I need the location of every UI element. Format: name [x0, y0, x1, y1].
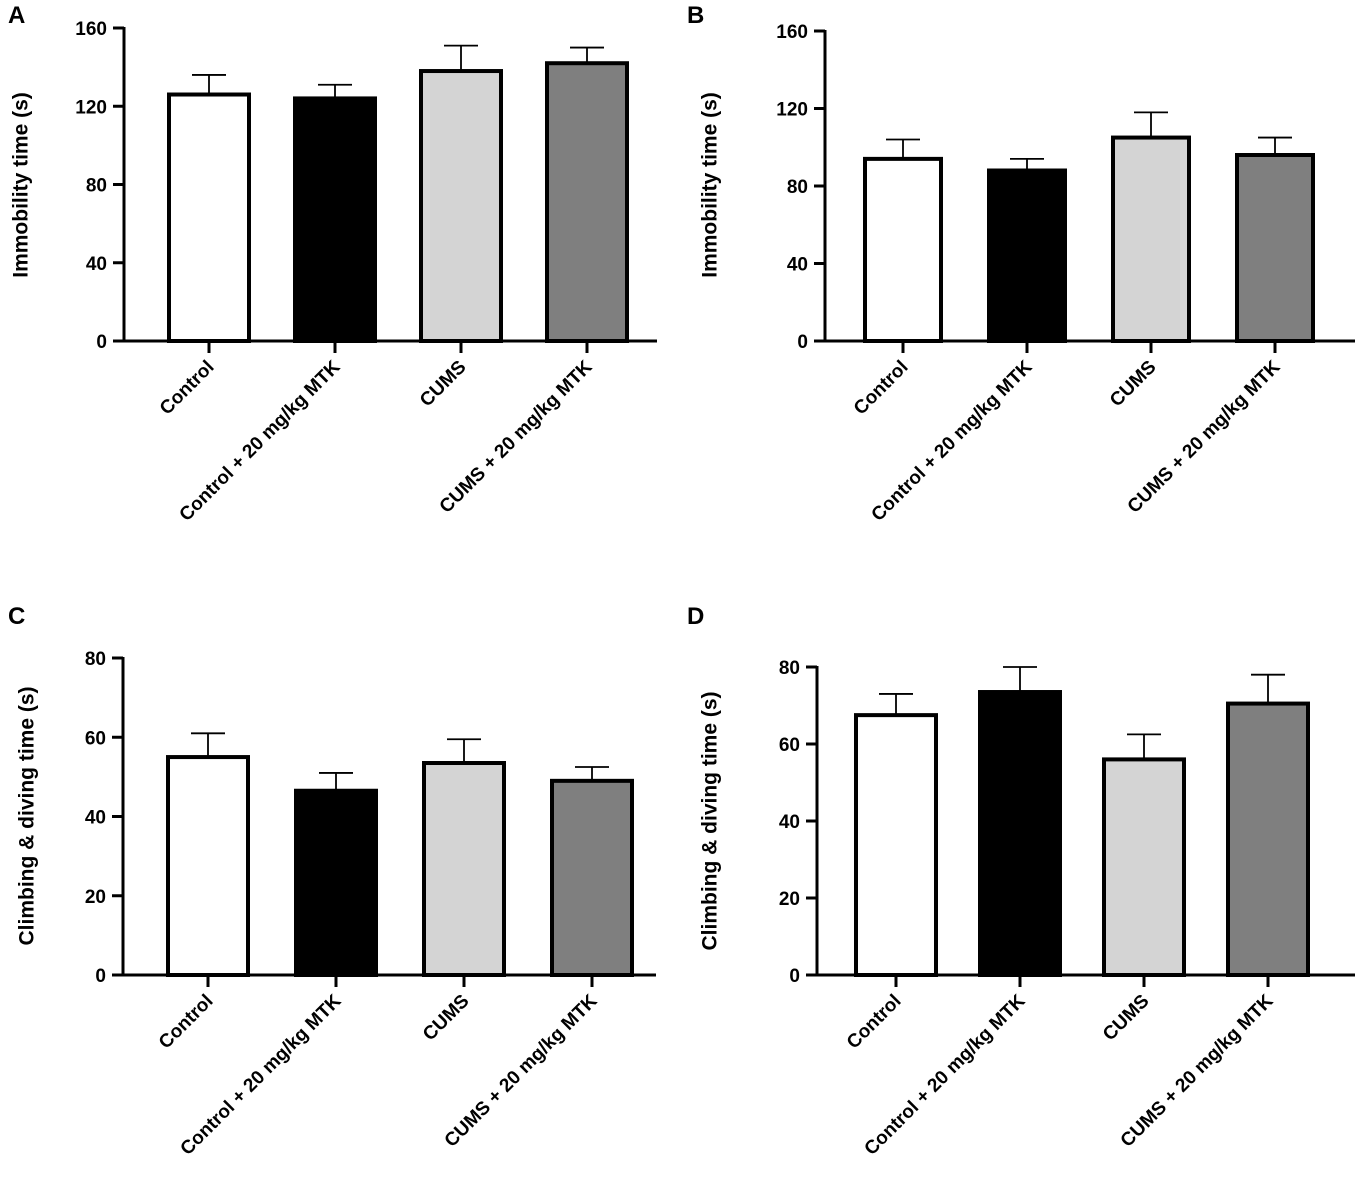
y-tick-label: 160 [75, 19, 107, 40]
panel-letter-c: C [8, 603, 26, 630]
x-tick-label: Control [843, 991, 906, 1054]
y-tick-label: 80 [779, 658, 800, 679]
bar-1 [854, 713, 938, 977]
y-tick-label: 20 [85, 887, 106, 908]
y-tick-label: 60 [779, 735, 800, 756]
panel-letter-a: A [8, 2, 26, 29]
chart-d: 0 20 40 60 80 Climbing & diving time (s) Contr… [699, 658, 1355, 1160]
bar-4 [1226, 701, 1310, 977]
chart-c: 0 20 40 60 80 Climbing & diving time (s) Contr… [16, 649, 656, 1160]
y-axis-label: Immobility time (s) [699, 92, 722, 278]
x-tick-label: CUMS [1106, 357, 1160, 411]
chart-panel-b: B 0 40 80 120 160 Immobility time (s) Control C… [679, 0, 1358, 601]
y-tick-label: 160 [776, 22, 808, 43]
chart-panel-a: A 0 40 80 120 160 Immobility time (s) Control C… [0, 0, 679, 601]
y-tick-label: 0 [96, 332, 107, 353]
panel-letter-d: D [687, 603, 705, 630]
y-tick-label: 120 [776, 100, 808, 121]
bar-3 [1111, 135, 1191, 343]
chart-panel-c: C 0 20 40 60 80 Climbing & diving time (s) Con… [0, 601, 679, 1202]
bar-3 [1102, 757, 1186, 977]
y-axis-label: Climbing & diving time (s) [16, 686, 39, 945]
x-tick-label: CUMS [416, 357, 470, 411]
y-axis-label: Immobility time (s) [10, 92, 33, 278]
y-tick-label: 40 [779, 812, 800, 833]
y-tick-label: 0 [789, 966, 800, 987]
y-tick-label: 120 [75, 97, 107, 118]
bar-3 [419, 69, 503, 343]
bar-3 [422, 761, 506, 977]
y-tick-label: 40 [787, 255, 808, 276]
bar-1 [166, 755, 250, 977]
y-tick-label: 0 [95, 966, 106, 987]
chart-panel-d: D 0 20 40 60 80 Climbing & diving time (s) Con… [679, 601, 1358, 1202]
bar-1 [167, 92, 251, 343]
y-axis-label: Climbing & diving time (s) [699, 691, 722, 950]
bar-2 [293, 96, 377, 343]
panel-letter-b: B [687, 2, 705, 29]
y-tick-label: 40 [85, 808, 106, 829]
bar-4 [550, 778, 634, 977]
x-tick-label: CUMS [1099, 991, 1153, 1045]
y-tick-label: 0 [797, 332, 808, 353]
y-tick-label: 20 [779, 889, 800, 910]
x-tick-label: Control [155, 991, 218, 1054]
x-tick-label: CUMS [419, 991, 473, 1045]
bar-4 [1235, 153, 1315, 343]
y-tick-label: 60 [85, 728, 106, 749]
y-tick-label: 80 [85, 649, 106, 670]
bar-2 [987, 168, 1067, 343]
y-tick-label: 80 [787, 177, 808, 198]
bar-2 [978, 690, 1062, 978]
x-tick-label: Control [156, 357, 219, 420]
bar-4 [545, 61, 629, 344]
y-tick-label: 80 [86, 176, 107, 197]
y-tick-label: 40 [86, 254, 107, 275]
x-tick-label: Control [850, 357, 913, 420]
bar-2 [294, 788, 378, 977]
bar-1 [863, 156, 943, 343]
x-tick-label: CUMS + 20 mg/kg MTK [441, 990, 602, 1151]
